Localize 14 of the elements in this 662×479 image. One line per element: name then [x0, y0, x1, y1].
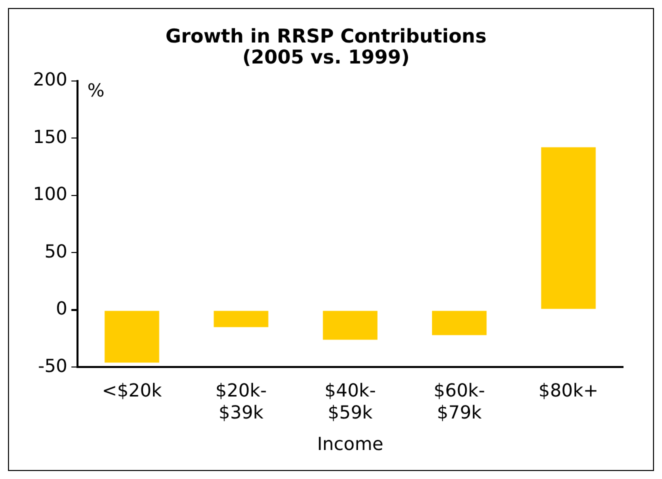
y-tick-label: 150: [32, 126, 68, 148]
x-tick-label: $20k- $39k: [215, 380, 267, 424]
y-axis-title: %: [87, 80, 104, 102]
y-tick-label: 0: [56, 298, 68, 320]
y-tick-label: 100: [32, 184, 68, 206]
x-tick-label: $80k+: [538, 380, 598, 402]
y-tick-label: 50: [44, 241, 68, 262]
x-axis-title: Income: [317, 434, 384, 455]
y-tick-label: -50: [38, 356, 68, 377]
chart-title: Growth in RRSP Contributions (2005 vs. 1999): [165, 25, 487, 68]
y-tick-label: 200: [32, 69, 68, 90]
x-tick-label: $40k- $59k: [324, 380, 376, 424]
x-tick-label: <$20k: [102, 380, 162, 402]
x-tick-label: $60k- $79k: [434, 380, 485, 424]
